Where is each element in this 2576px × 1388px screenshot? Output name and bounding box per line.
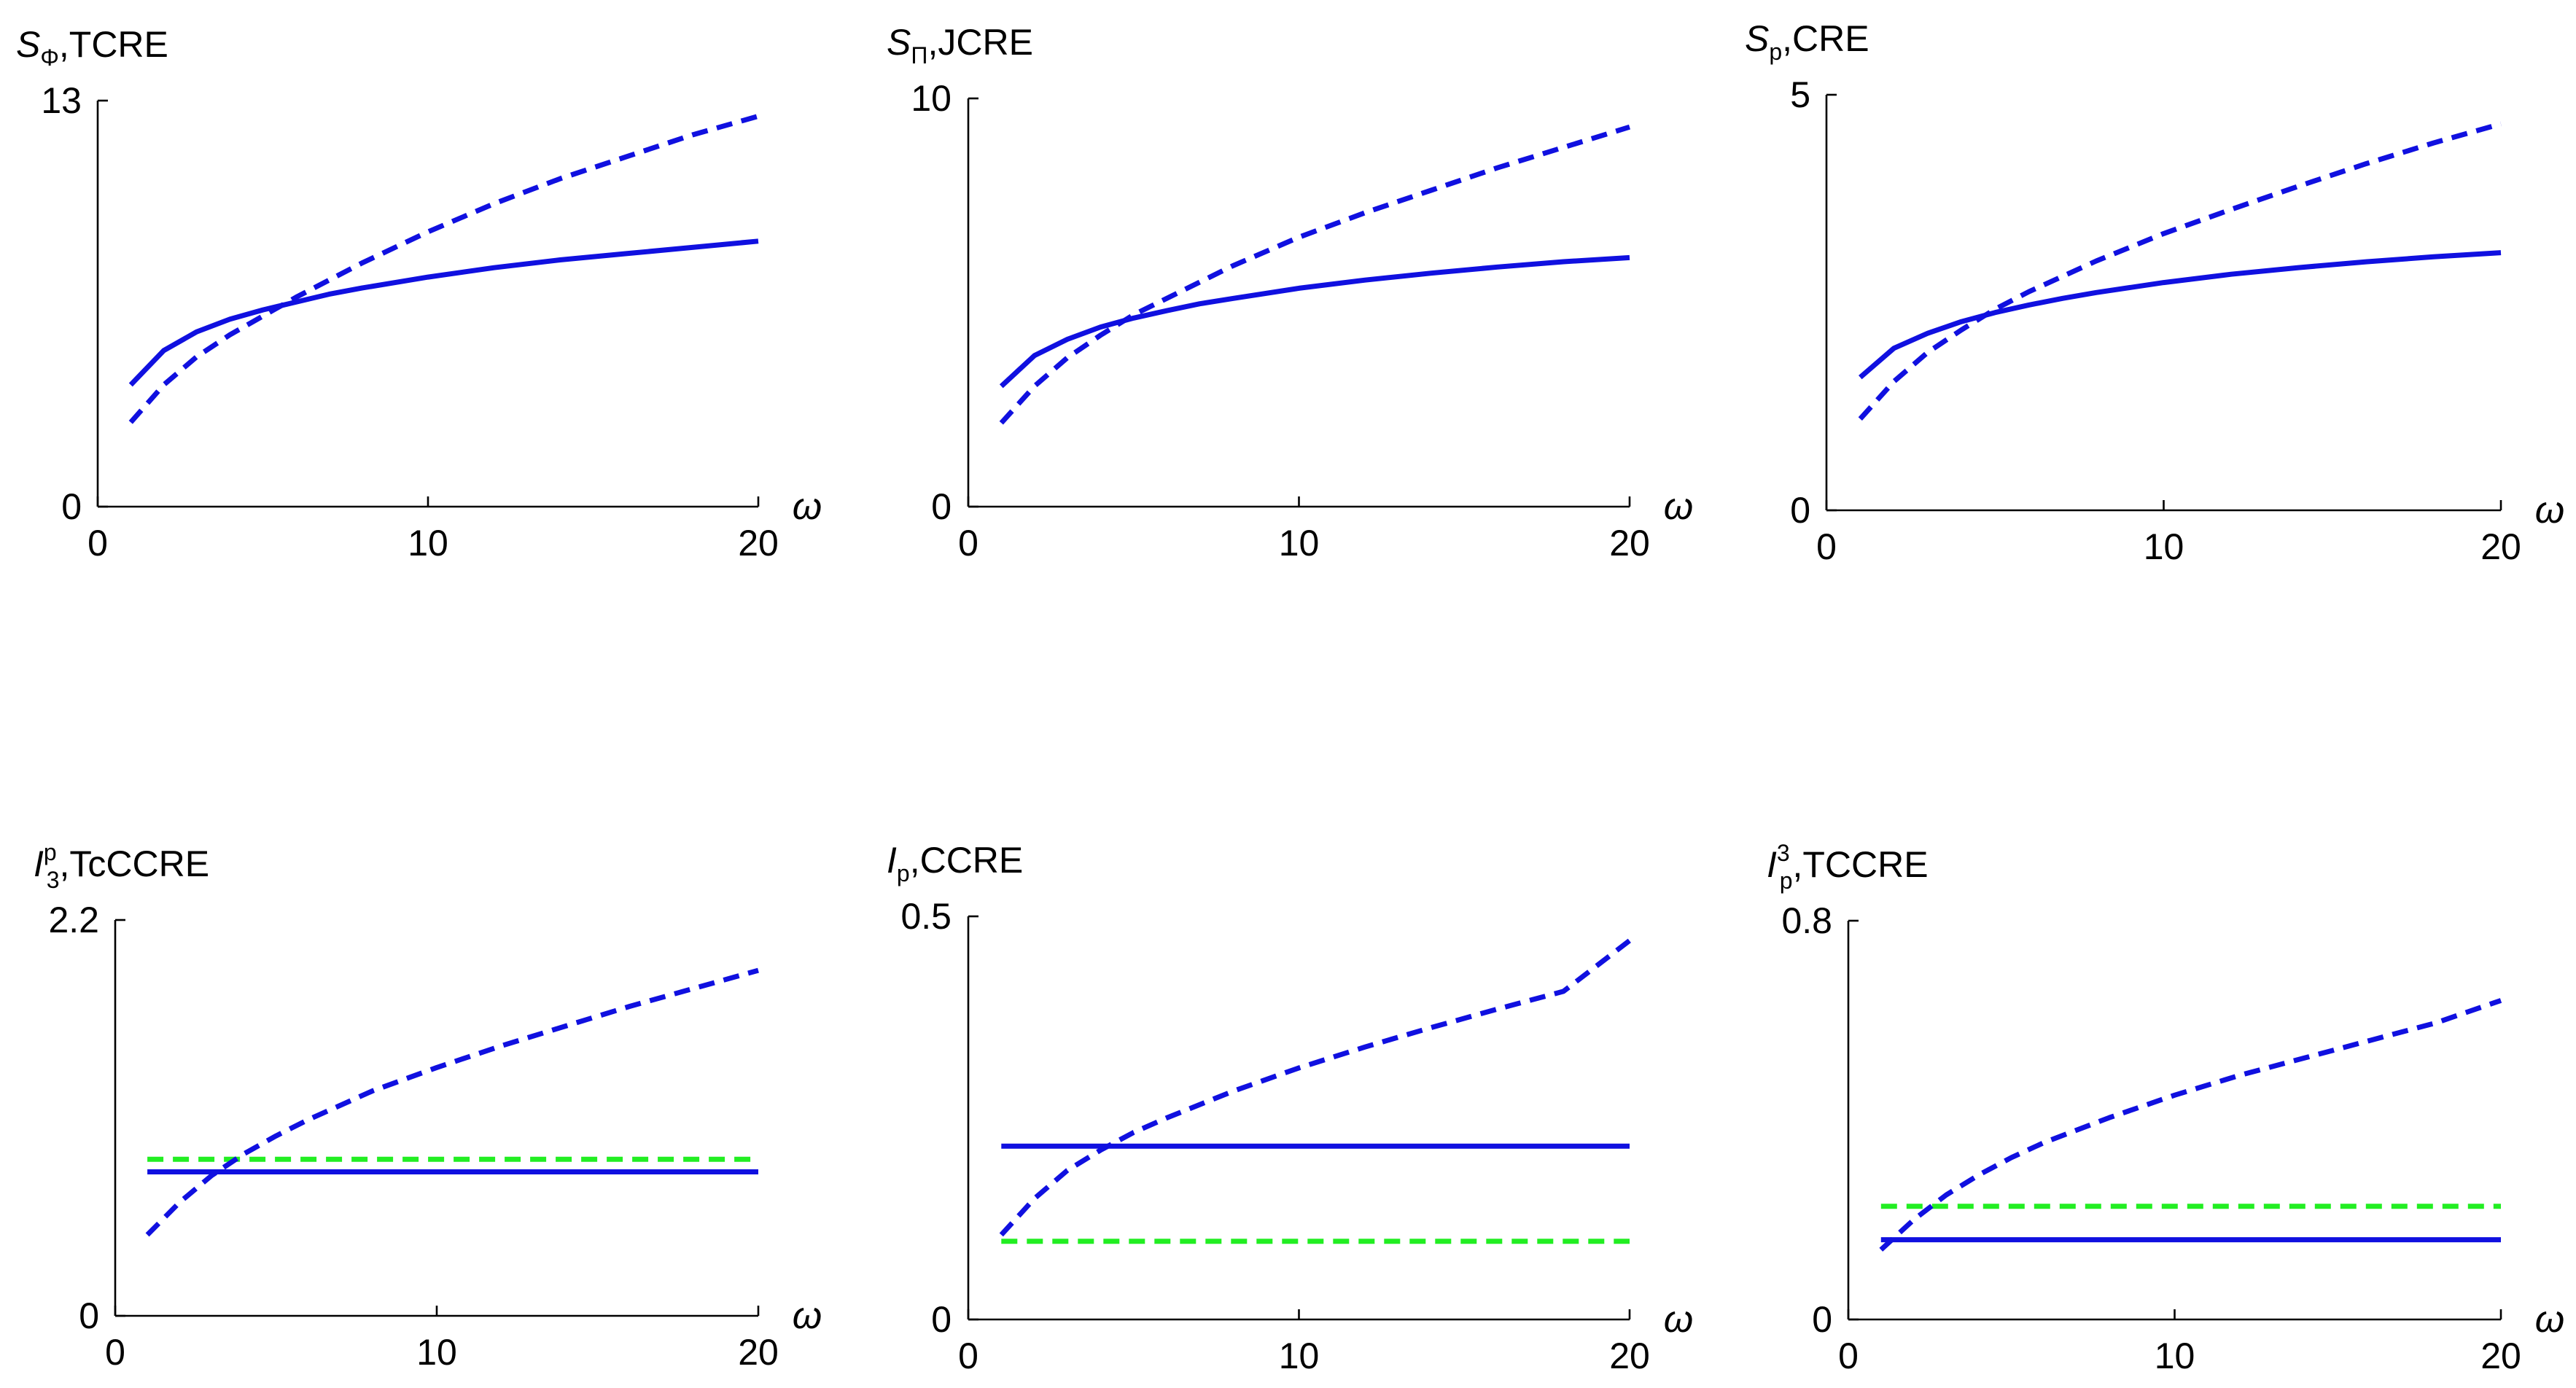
chart-panel-2: 0 10 20 0 10 ω SΠ,JCRE <box>887 22 1693 564</box>
x-axis-label: ω <box>2535 1298 2565 1341</box>
y-tick-label: 0.5 <box>900 896 952 937</box>
chart-panel-6: 0 10 20 0 0.8 ω I3 p,TCCRE <box>1767 840 2564 1376</box>
panel-title: I3 p,TCCRE <box>1767 840 1929 894</box>
x-axis-label: ω <box>793 1295 822 1337</box>
x-tick-label: 0 <box>1816 526 1837 567</box>
series-line-solid <box>1859 250 2502 380</box>
x-tick-label: 20 <box>2480 526 2521 567</box>
title-subscript: Φ <box>40 44 59 71</box>
title-suffix: ,CRE <box>1782 18 1869 59</box>
title-suffix: ,TCCRE <box>1793 844 1929 885</box>
series-line-dashed <box>1858 121 2502 421</box>
x-tick-label: 20 <box>1609 1336 1650 1376</box>
x-tick-label: 0 <box>958 1336 978 1376</box>
title-subscript: p <box>1769 39 1782 65</box>
title-subscript: p <box>1780 868 1793 894</box>
title-suffix: ,CCRE <box>910 840 1024 881</box>
title-symbol: I <box>1767 844 1777 885</box>
x-axis-label: ω <box>1664 486 1694 528</box>
series-line-dashed <box>999 938 1632 1237</box>
y-tick-label: 13 <box>41 80 82 121</box>
x-tick-label: 0 <box>87 523 108 564</box>
chart-panel-5: 0 10 20 0 0.5 ω Ip,CCRE <box>887 840 1693 1376</box>
x-tick-label: 10 <box>1279 523 1320 564</box>
title-symbol: I <box>34 843 44 884</box>
y-tick-label: 0 <box>1812 1299 1832 1340</box>
x-axis-label: ω <box>2535 489 2565 531</box>
panel-title: SΦ,TCRE <box>16 24 168 71</box>
y-tick-label: 0 <box>79 1295 99 1336</box>
title-subscript: p <box>897 860 910 886</box>
panel-title: Ip,CCRE <box>887 840 1023 886</box>
series-line-solid <box>999 254 1630 389</box>
panel-title: SΠ,JCRE <box>887 22 1033 69</box>
x-tick-label: 20 <box>2480 1336 2521 1376</box>
x-tick-label: 10 <box>1279 1336 1320 1376</box>
y-tick-label: 10 <box>911 78 952 119</box>
y-tick-label: 2.2 <box>48 900 99 940</box>
x-tick-label: 0 <box>1838 1336 1859 1376</box>
chart-panel-1: 0 10 20 0 13 ω SΦ,TCRE <box>16 24 822 564</box>
x-tick-label: 0 <box>958 523 978 564</box>
chart-panel-4: 0 10 20 0 2.2 ω Ip 3,TcCCRE <box>34 839 822 1373</box>
x-tick-label: 10 <box>2144 526 2184 567</box>
y-tick-label: 0.8 <box>1781 900 1832 941</box>
title-superscript: 3 <box>1777 840 1790 866</box>
x-tick-label: 10 <box>416 1332 457 1373</box>
y-tick-label: 0 <box>931 1299 952 1340</box>
y-tick-label: 0 <box>931 486 952 527</box>
y-tick-label: 0 <box>61 486 82 527</box>
title-subscript: Π <box>911 42 927 69</box>
x-axis-label: ω <box>1664 1298 1694 1341</box>
chart-panel-3: 0 10 20 0 5 ω Sp,CRE <box>1745 18 2564 567</box>
title-suffix: ,TcCCRE <box>60 843 210 884</box>
series-line-dashed <box>1879 998 2502 1252</box>
x-axis-label: ω <box>793 486 822 528</box>
title-symbol: S <box>887 22 911 63</box>
title-symbol: S <box>16 24 40 65</box>
title-superscript: p <box>44 839 57 865</box>
title-symbol: I <box>887 840 897 881</box>
x-tick-label: 20 <box>738 1332 779 1373</box>
title-subscript: 3 <box>47 867 60 893</box>
x-tick-label: 0 <box>105 1332 125 1373</box>
series-line-dashed <box>128 114 759 424</box>
panel-title: Sp,CRE <box>1745 18 1869 65</box>
x-tick-label: 10 <box>2155 1336 2195 1376</box>
title-symbol: S <box>1745 18 1769 59</box>
panel-title: Ip 3,TcCCRE <box>34 839 209 893</box>
y-tick-label: 0 <box>1790 490 1810 531</box>
series-line-solid <box>128 238 759 387</box>
title-suffix: ,TCRE <box>59 24 168 65</box>
y-tick-label: 5 <box>1790 74 1810 115</box>
x-tick-label: 10 <box>408 523 448 564</box>
x-tick-label: 20 <box>738 523 779 564</box>
series-line-dashed <box>145 967 759 1237</box>
x-tick-label: 20 <box>1609 523 1650 564</box>
series-line-dashed <box>999 124 1631 425</box>
title-suffix: ,JCRE <box>927 22 1032 63</box>
